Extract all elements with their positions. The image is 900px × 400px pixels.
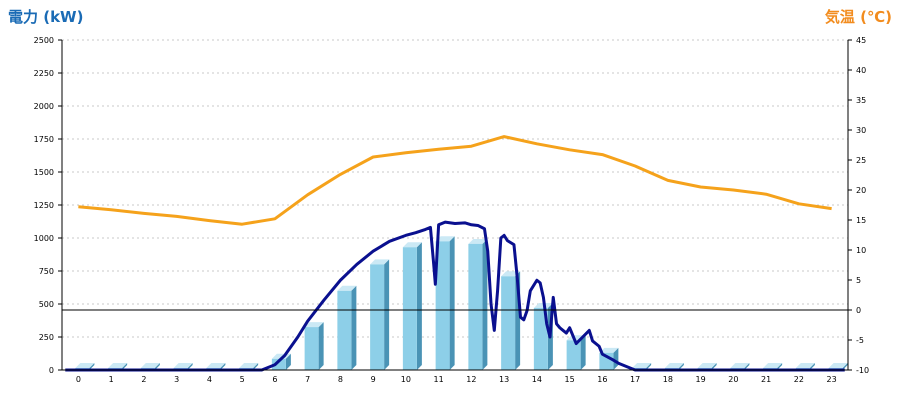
x-tick-label: 20 (728, 375, 738, 384)
temperature-line (78, 135, 832, 226)
left-tick-label: 2500 (34, 36, 54, 45)
right-axis-title: 気温 (℃) (824, 8, 892, 26)
x-tick-label: 21 (761, 375, 771, 384)
x-tick-label: 3 (174, 375, 179, 384)
left-tick-label: 250 (39, 333, 54, 342)
power-line (65, 220, 845, 372)
x-tick-label: 10 (401, 375, 411, 384)
grid-lines (62, 39, 848, 338)
left-axis-title: 電力 (kW) (8, 8, 84, 26)
left-tick-label: 1250 (34, 201, 54, 210)
power-bar (337, 285, 357, 370)
right-tick-label: 10 (856, 246, 866, 255)
x-tick-label: 2 (141, 375, 146, 384)
x-tick-label: 22 (794, 375, 804, 384)
left-tick-label: 1000 (34, 234, 54, 243)
x-tick-label: 6 (272, 375, 277, 384)
right-tick-label: 45 (856, 36, 866, 45)
right-tick-label: -5 (856, 336, 864, 345)
x-tick-label: 0 (76, 375, 81, 384)
axes: 02505007501000125015001750200022502500-1… (34, 36, 869, 384)
x-tick-label: 7 (305, 375, 310, 384)
x-tick-label: 18 (663, 375, 673, 384)
x-tick-label: 1 (109, 375, 114, 384)
left-tick-label: 1750 (34, 135, 54, 144)
right-tick-label: -10 (856, 366, 869, 375)
x-tick-label: 11 (434, 375, 444, 384)
right-tick-label: 0 (856, 306, 861, 315)
x-tick-label: 23 (827, 375, 837, 384)
power-bars (75, 236, 848, 370)
left-tick-label: 2250 (34, 69, 54, 78)
power-bar (566, 335, 586, 370)
power-bar (501, 271, 521, 370)
x-tick-label: 17 (630, 375, 640, 384)
series-lines (65, 135, 845, 372)
x-tick-label: 5 (240, 375, 245, 384)
right-tick-label: 25 (856, 156, 866, 165)
right-tick-label: 20 (856, 186, 866, 195)
power-bar (271, 353, 291, 370)
right-tick-label: 30 (856, 126, 866, 135)
left-tick-label: 500 (39, 300, 54, 309)
x-tick-label: 12 (466, 375, 476, 384)
x-tick-label: 16 (597, 375, 607, 384)
x-tick-label: 13 (499, 375, 509, 384)
left-tick-label: 2000 (34, 102, 54, 111)
power-bar (435, 236, 455, 370)
power-bar (370, 259, 390, 370)
power-bar (599, 347, 619, 370)
right-tick-label: 40 (856, 66, 866, 75)
x-tick-label: 14 (532, 375, 542, 384)
left-tick-label: 750 (39, 267, 54, 276)
x-tick-label: 15 (565, 375, 575, 384)
right-tick-label: 15 (856, 216, 866, 225)
left-tick-label: 0 (49, 366, 54, 375)
x-tick-label: 8 (338, 375, 343, 384)
x-tick-label: 9 (371, 375, 376, 384)
power-bar (304, 322, 324, 370)
right-tick-label: 5 (856, 276, 861, 285)
right-tick-label: 35 (856, 96, 866, 105)
power-bar (468, 238, 488, 370)
x-tick-label: 19 (696, 375, 706, 384)
left-tick-label: 1500 (34, 168, 54, 177)
power-bar (402, 242, 422, 370)
x-tick-label: 4 (207, 375, 212, 384)
